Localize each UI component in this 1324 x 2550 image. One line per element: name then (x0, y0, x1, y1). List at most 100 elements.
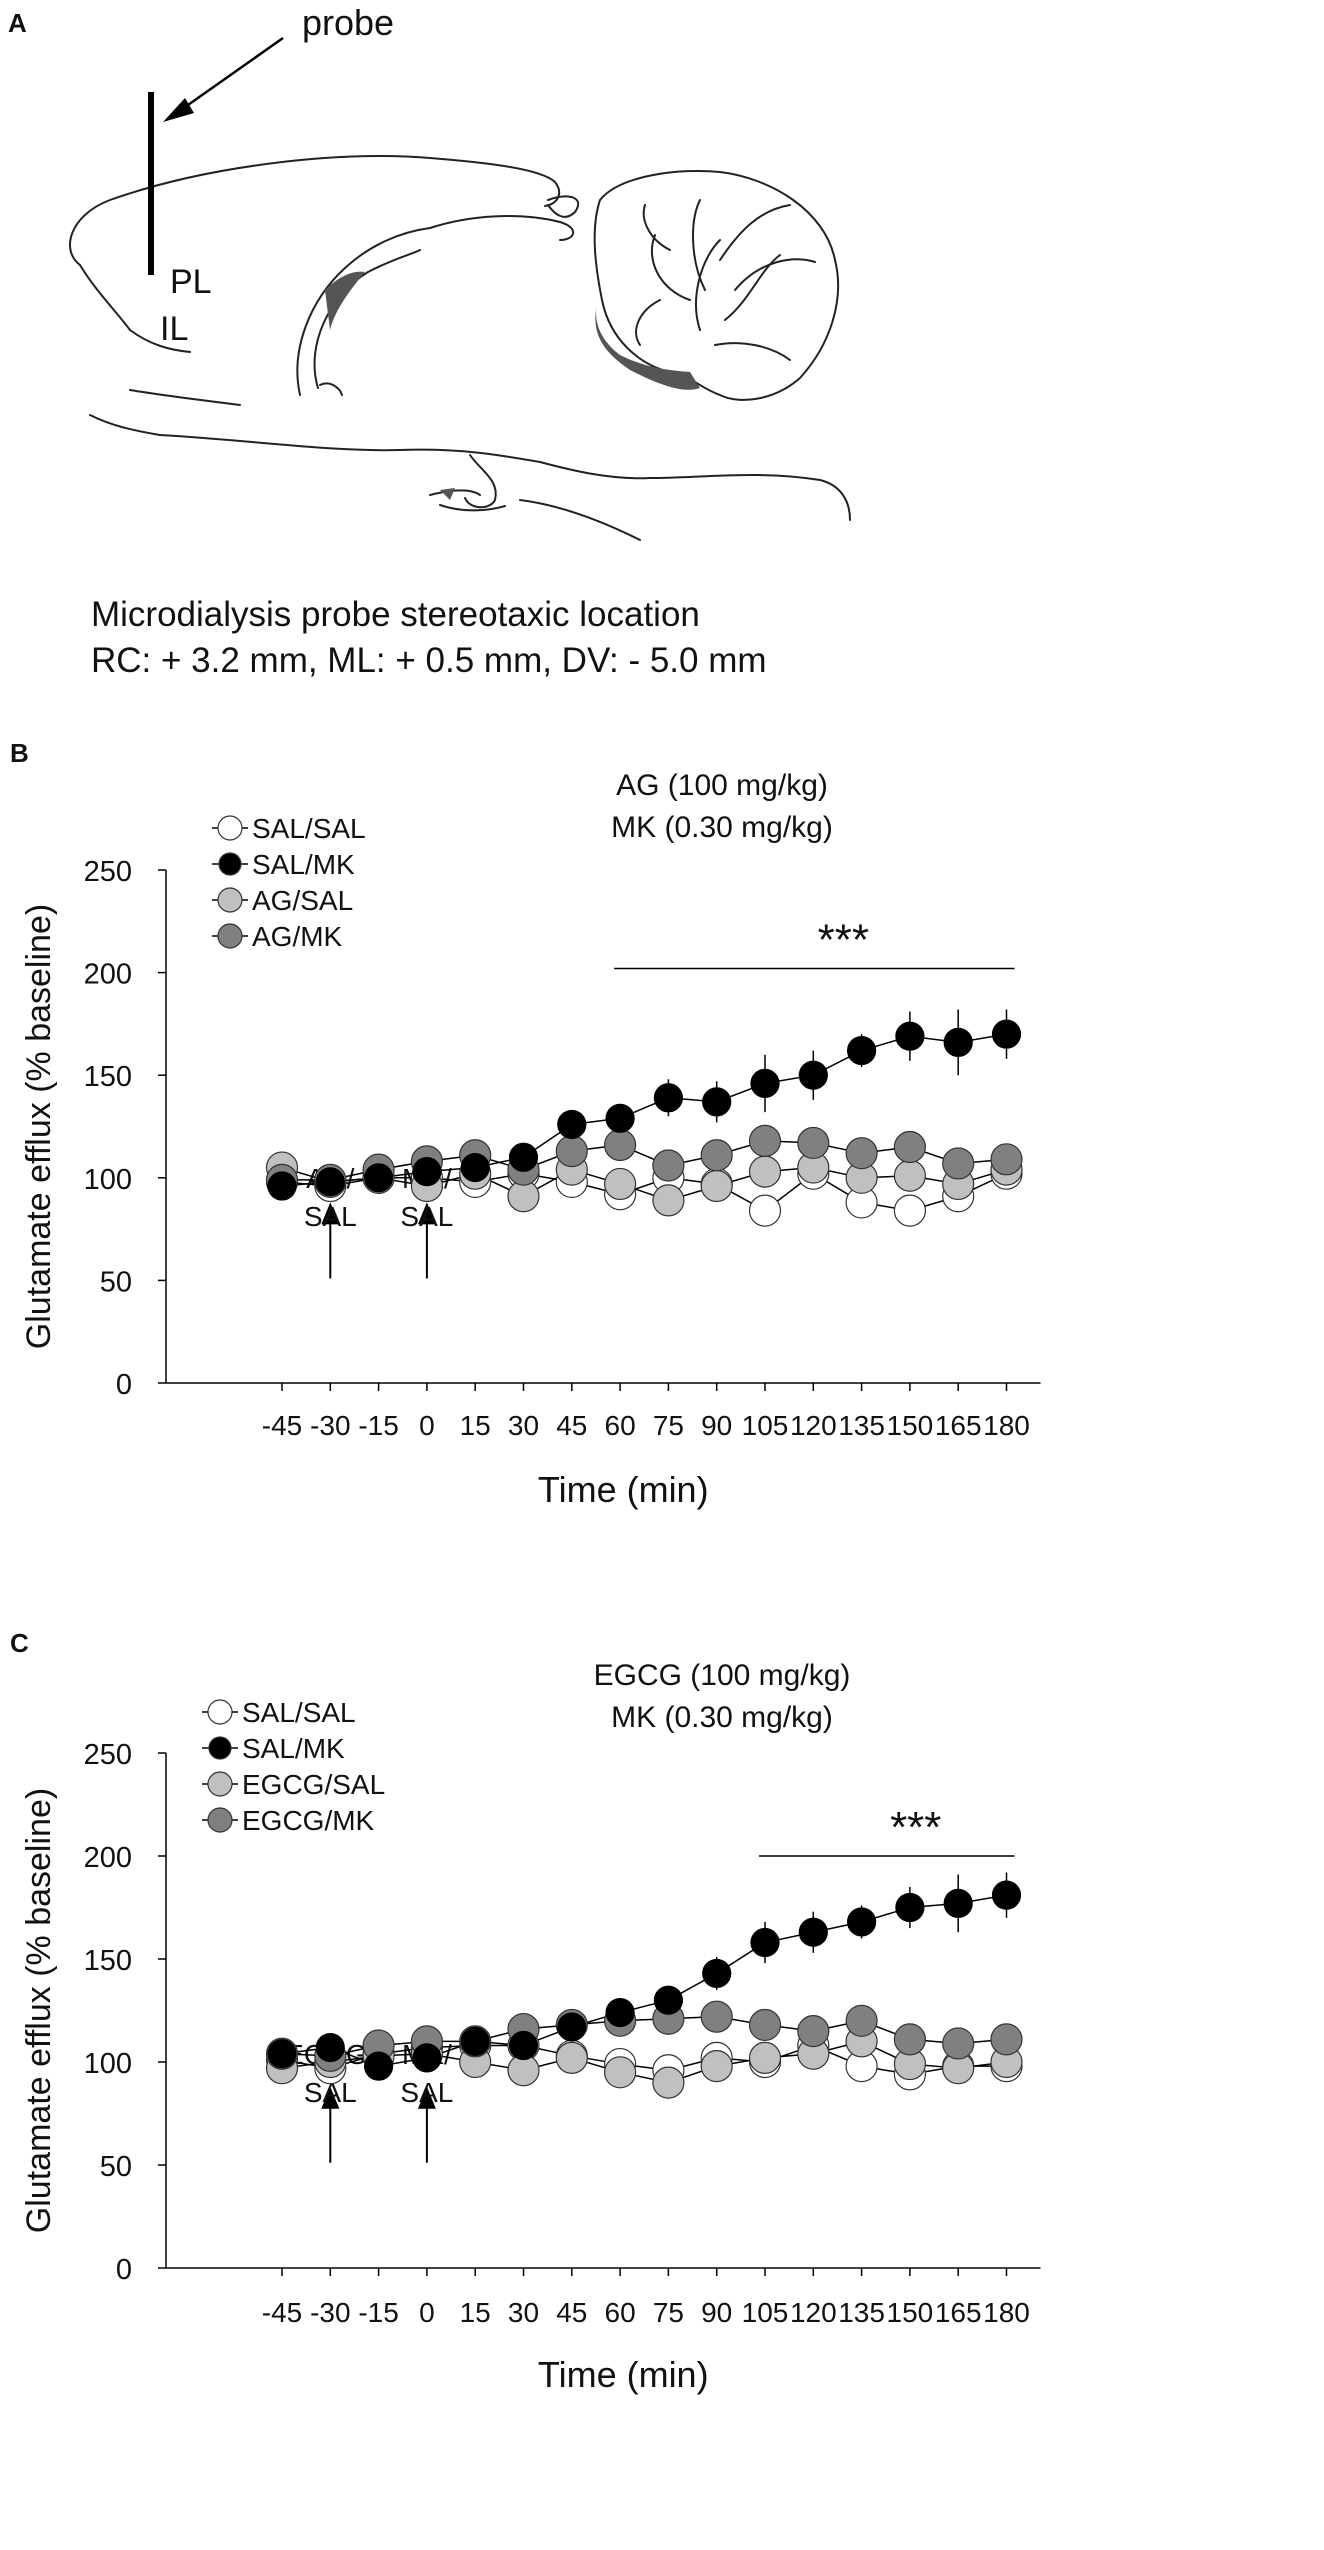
data-point-sal-mk (943, 1888, 973, 1918)
legend-label: EGCG/SAL (242, 1769, 385, 1800)
data-point-ag-mk (700, 1139, 733, 1172)
x-tick-label: 0 (419, 1410, 435, 1441)
data-point-sal-mk (702, 1087, 732, 1117)
significance-stars: *** (818, 915, 869, 964)
injection-label: SAL (304, 1201, 357, 1232)
data-point-sal-mk (943, 1027, 973, 1057)
x-tick-label: 30 (508, 1410, 539, 1441)
legend-label: SAL/MK (252, 849, 355, 880)
probe-location-caption: Microdialysis probe stereotaxic location… (91, 592, 767, 684)
x-tick-label: 135 (838, 1410, 885, 1441)
x-tick-label: 45 (556, 1410, 587, 1441)
legend-label: AG/SAL (252, 885, 353, 916)
series-line-sal-mk (281, 1894, 1007, 2067)
data-point-sal-mk (557, 2012, 587, 2042)
data-point-sal-mk (702, 1958, 732, 1989)
x-tick-label: 60 (605, 1410, 636, 1441)
data-point-egcg-sal (748, 2041, 782, 2074)
data-point-sal-sal (893, 1194, 927, 1227)
legend-marker (207, 1699, 233, 1725)
x-tick-label: 90 (701, 2297, 732, 2328)
y-axis-label: Glutamate efflux (% baseline) (20, 904, 58, 1349)
data-point-sal-mk (412, 1157, 442, 1187)
data-point-sal-mk (991, 1019, 1022, 1049)
x-axis-label: Time (min) (538, 1469, 709, 1510)
legend-marker (217, 815, 243, 841)
chart-subtitle-line-2: MK (0.30 mg/kg) (611, 811, 833, 844)
data-point-egcg-sal (603, 2056, 637, 2089)
data-point-ag-mk (652, 1149, 685, 1182)
data-point-ag-mk (990, 1143, 1023, 1176)
data-point-egcg-sal (652, 2066, 685, 2099)
y-tick-label: 100 (84, 1164, 132, 1196)
x-tick-label: -45 (262, 1410, 302, 1441)
legend-marker (208, 1736, 232, 1760)
x-tick-label: 45 (556, 2297, 587, 2328)
x-tick-label: 105 (742, 2297, 789, 2328)
data-point-sal-mk (653, 1083, 684, 1113)
legend-label: SAL/SAL (252, 813, 366, 844)
series-line-sal-mk (281, 1033, 1007, 1187)
data-point-sal-mk (364, 1163, 394, 1193)
data-point-sal-mk (750, 1068, 780, 1099)
x-tick-label: 180 (983, 2297, 1030, 2328)
data-point-egcg-mk (845, 2004, 878, 2037)
x-tick-label: 135 (838, 2297, 885, 2328)
corpus-callosum (296, 227, 431, 396)
data-point-sal-mk (267, 2039, 297, 2069)
legend-marker (217, 923, 243, 949)
x-tick-label: 75 (653, 1410, 684, 1441)
data-point-sal-mk (895, 1892, 925, 1923)
data-point-sal-mk (315, 2032, 345, 2063)
y-tick-label: 200 (84, 959, 132, 991)
x-tick-label: 75 (653, 2297, 684, 2328)
data-point-sal-mk (557, 1109, 587, 1140)
legend-marker (218, 852, 242, 876)
legend-label: AG/MK (252, 921, 343, 952)
series-line-egcg-mk (281, 2015, 1007, 2057)
chart-title-line-1: AG (100 mg/kg) (616, 769, 828, 802)
region-pl-label: PL (170, 263, 212, 301)
region-il-label: IL (160, 310, 189, 348)
data-point-ag-mk (845, 1137, 878, 1170)
legend-label: SAL/MK (242, 1733, 345, 1764)
legend-marker (207, 1807, 233, 1833)
y-tick-label: 100 (84, 2048, 132, 2080)
data-point-ag-mk (797, 1126, 830, 1160)
data-point-ag-mk (748, 1124, 782, 1157)
x-tick-label: -30 (310, 2297, 350, 2328)
brain-sagittal-diagram (69, 36, 851, 541)
y-tick-label: 250 (84, 1739, 132, 1771)
legend-label: SAL/SAL (242, 1697, 356, 1728)
series-line-egcg-sal (281, 2040, 1007, 2084)
panel-a-letter: A (8, 8, 27, 38)
panel-b-chart: AG (100 mg/kg) MK (0.30 mg/kg) 0 50 100 150 20… (20, 769, 1041, 1510)
data-point-sal-mk (846, 1907, 877, 1937)
injection-arrowhead (321, 1202, 340, 1225)
x-tick-label: 60 (605, 2297, 636, 2328)
data-point-ag-mk (893, 1130, 927, 1164)
chart-title-line-1: EGCG (100 mg/kg) (594, 1659, 851, 1692)
probe-arrow (177, 36, 284, 114)
x-tick-label: 30 (508, 2297, 539, 2328)
y-axis-label: Glutamate efflux (% baseline) (20, 1788, 58, 2233)
panel-c-chart: EGCG (100 mg/kg)MK (0.30 mg/kg)050100150… (20, 1659, 1041, 2395)
data-point-sal-mk (508, 2030, 539, 2061)
probe-label: probe (302, 2, 395, 43)
data-point-egcg-mk (797, 2015, 830, 2048)
x-tick-label: 165 (935, 2297, 982, 2328)
data-point-ag-sal (652, 1184, 685, 1217)
data-point-ag-mk (603, 1128, 637, 1162)
data-point-sal-mk (798, 1060, 828, 1090)
injection-arrowhead (417, 1202, 436, 1225)
legend-label: EGCG/MK (242, 1805, 375, 1836)
data-point-egcg-mk (893, 2023, 927, 2056)
series-line-sal-sal (281, 2044, 1007, 2076)
data-point-ag-sal (700, 1169, 733, 1203)
y-tick-label: 50 (100, 1266, 132, 1298)
data-point-ag-mk (942, 1147, 975, 1180)
data-point-ag-sal (893, 1159, 927, 1192)
legend-marker (207, 1771, 233, 1797)
y-tick-label: 150 (84, 1061, 132, 1093)
data-point-sal-sal (748, 1194, 782, 1227)
